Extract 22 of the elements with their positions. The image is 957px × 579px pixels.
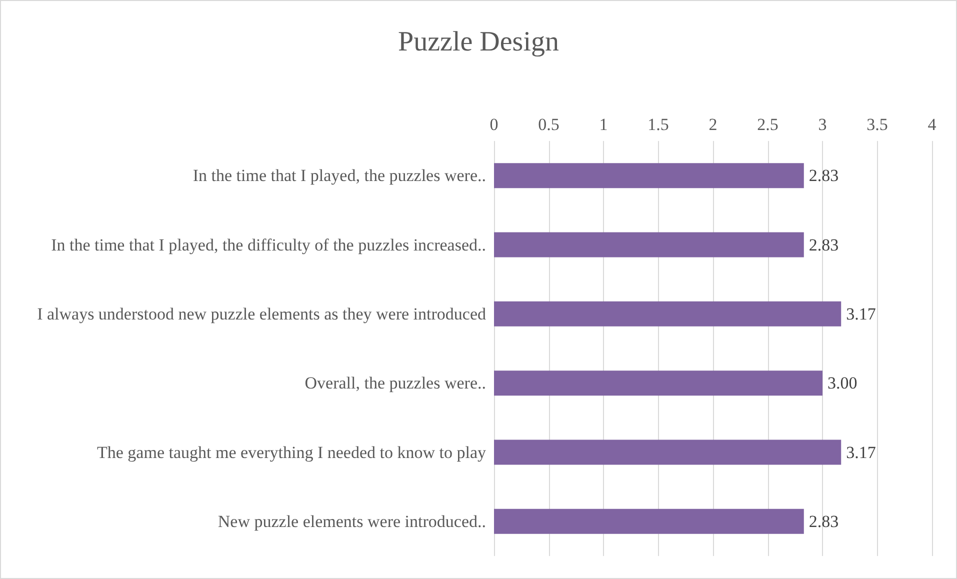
data-label: 2.83 — [808, 166, 839, 186]
y-tick-label: New puzzle elements were introduced.. — [218, 512, 486, 531]
y-tick-label: The game taught me everything I needed to know to play — [97, 442, 486, 462]
data-label: 3.00 — [828, 374, 858, 393]
y-tick-label: I always understood new puzzle elements as they were introduced — [37, 304, 486, 324]
y-tick-label: Overall, the puzzles were.. — [304, 374, 486, 393]
x-tick-label: 1.5 — [648, 115, 669, 134]
x-tick-label: 3.5 — [866, 115, 888, 134]
data-label: 2.83 — [808, 235, 839, 254]
x-tick-label: 1 — [599, 115, 608, 134]
y-tick-label: In the time that I played, the puzzles were.. — [192, 166, 486, 186]
x-tick-label: 0 — [490, 115, 498, 134]
x-tick-label: 2.5 — [757, 115, 778, 134]
data-label: 2.83 — [808, 512, 839, 531]
x-tick-label: 0.5 — [538, 115, 560, 134]
chart-title: Puzzle Design — [398, 26, 559, 58]
y-tick-label: In the time that I played, the difficulty of the puzzles increased.. — [51, 235, 486, 254]
x-tick-label: 2 — [708, 115, 718, 134]
x-tick-label: 3 — [818, 115, 827, 134]
x-tick-label: 4 — [928, 115, 937, 134]
data-label: 3.17 — [846, 442, 876, 462]
data-label: 3.17 — [846, 304, 876, 324]
